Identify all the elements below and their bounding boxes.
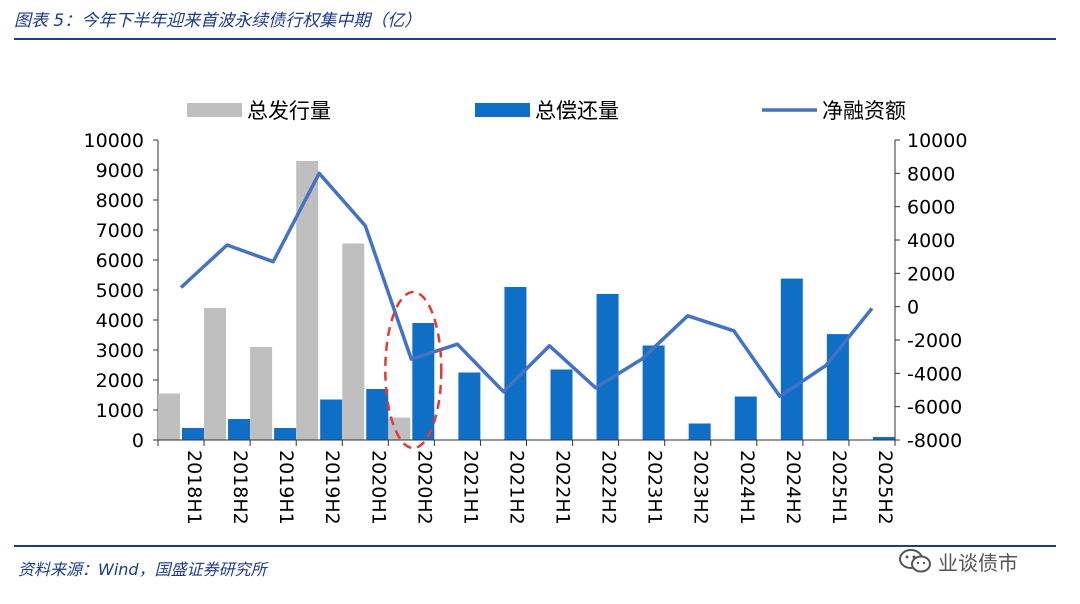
issuance-bar (342, 243, 365, 440)
repayment-bar (826, 334, 849, 440)
watermark-text: 业谈债市 (938, 550, 1018, 575)
repayment-bar (596, 293, 619, 440)
right-tick-label: 2000 (907, 263, 955, 285)
legend-label: 总发行量 (247, 99, 331, 123)
repayment-bar (734, 396, 757, 440)
issuance-bar (158, 393, 180, 440)
x-tick-label: 2024H2 (782, 450, 804, 525)
x-tick-label: 2025H2 (874, 450, 896, 525)
x-tick-label: 2019H1 (275, 450, 297, 525)
x-tick-label: 2021H1 (459, 450, 481, 525)
repayment-bar (458, 372, 481, 440)
bar-series (158, 161, 895, 440)
left-tick-label: 1000 (96, 400, 144, 422)
right-tick-label: 0 (907, 297, 919, 319)
x-tick-label: 2018H2 (229, 450, 251, 525)
wechat-logo-icon (899, 549, 931, 573)
left-tick-label: 6000 (96, 250, 144, 272)
x-tick-label: 2022H2 (598, 450, 620, 525)
highlight-ellipse (384, 290, 443, 450)
x-tick-label: 2022H1 (552, 450, 574, 525)
repayment-bar (688, 423, 711, 440)
issuance-bar (296, 161, 319, 440)
x-tick-label: 2020H1 (367, 450, 389, 525)
legend-label: 总偿还量 (535, 99, 619, 123)
left-tick-label: 10000 (84, 130, 144, 152)
title-divider (14, 38, 1056, 40)
right-tick-label: 4000 (907, 230, 955, 252)
repayment-bar (550, 369, 573, 440)
right-tick-label: 10000 (907, 130, 967, 152)
repayment-bar (412, 323, 435, 440)
watermark: 业谈债市 (898, 545, 1058, 577)
x-tick-label: 2019H2 (321, 450, 343, 525)
x-tick-label: 2018H1 (183, 450, 205, 525)
repayment-bar (872, 437, 895, 440)
x-axis: 2018H1 2018H2 2019H1 2019H2 2020H1 2020H2 2021… (157, 439, 896, 525)
issuance-bar (204, 308, 227, 440)
source-note: 资料来源：Wind，国盛证券研究所 (18, 560, 267, 579)
left-tick-label: 9000 (96, 160, 144, 182)
combo-chart: 总发行量 总偿还量 净融资额 0 1000 2000 3000 4000 5000 6000 70… (84, 99, 968, 525)
x-tick-label: 2021H2 (506, 450, 528, 525)
repayment-bar (274, 428, 297, 440)
net-financing-line (179, 171, 874, 399)
x-tick-label: 2020H2 (413, 450, 435, 525)
left-tick-label: 7000 (96, 220, 144, 242)
left-tick-label: 2000 (96, 370, 144, 392)
repayment-bar (780, 278, 803, 440)
right-tick-label: -6000 (907, 397, 962, 419)
right-tick-label: 8000 (907, 163, 955, 185)
annotation (384, 290, 443, 450)
left-tick-label: 4000 (96, 310, 144, 332)
chart-title: 图表 5：今年下半年迎来首波永续债行权集中期（亿） (14, 11, 422, 31)
left-tick-label: 3000 (96, 340, 144, 362)
repayment-bar (228, 419, 251, 440)
legend-swatch (187, 103, 242, 117)
x-tick-label: 2025H1 (828, 450, 850, 525)
repayment-bar (182, 428, 204, 440)
right-y-axis: -8000 -6000 -4000 -2000 0 2000 4000 6000 8000 100… (894, 130, 967, 452)
left-y-axis: 0 1000 2000 3000 4000 5000 6000 7000 8000 9000 100… (84, 130, 159, 452)
left-tick-label: 0 (132, 430, 144, 452)
repayment-bar (320, 399, 343, 440)
repayment-bar (642, 345, 665, 440)
x-tick-label: 2023H1 (644, 450, 666, 525)
repayment-bar (366, 389, 389, 440)
legend-swatch (475, 103, 530, 117)
left-tick-label: 5000 (96, 280, 144, 302)
issuance-bar (250, 347, 273, 440)
right-tick-label: -2000 (907, 330, 962, 352)
left-tick-label: 8000 (96, 190, 144, 212)
x-tick-label: 2023H2 (690, 450, 712, 525)
legend-label: 净融资额 (822, 99, 906, 123)
x-tick-label: 2024H1 (736, 450, 758, 525)
line-series (179, 171, 874, 399)
legend: 总发行量 总偿还量 净融资额 (187, 99, 906, 123)
right-tick-label: -8000 (907, 430, 962, 452)
right-tick-label: 6000 (907, 197, 955, 219)
repayment-bar (504, 287, 527, 440)
right-tick-label: -4000 (907, 363, 962, 385)
footer-divider (14, 545, 1056, 547)
